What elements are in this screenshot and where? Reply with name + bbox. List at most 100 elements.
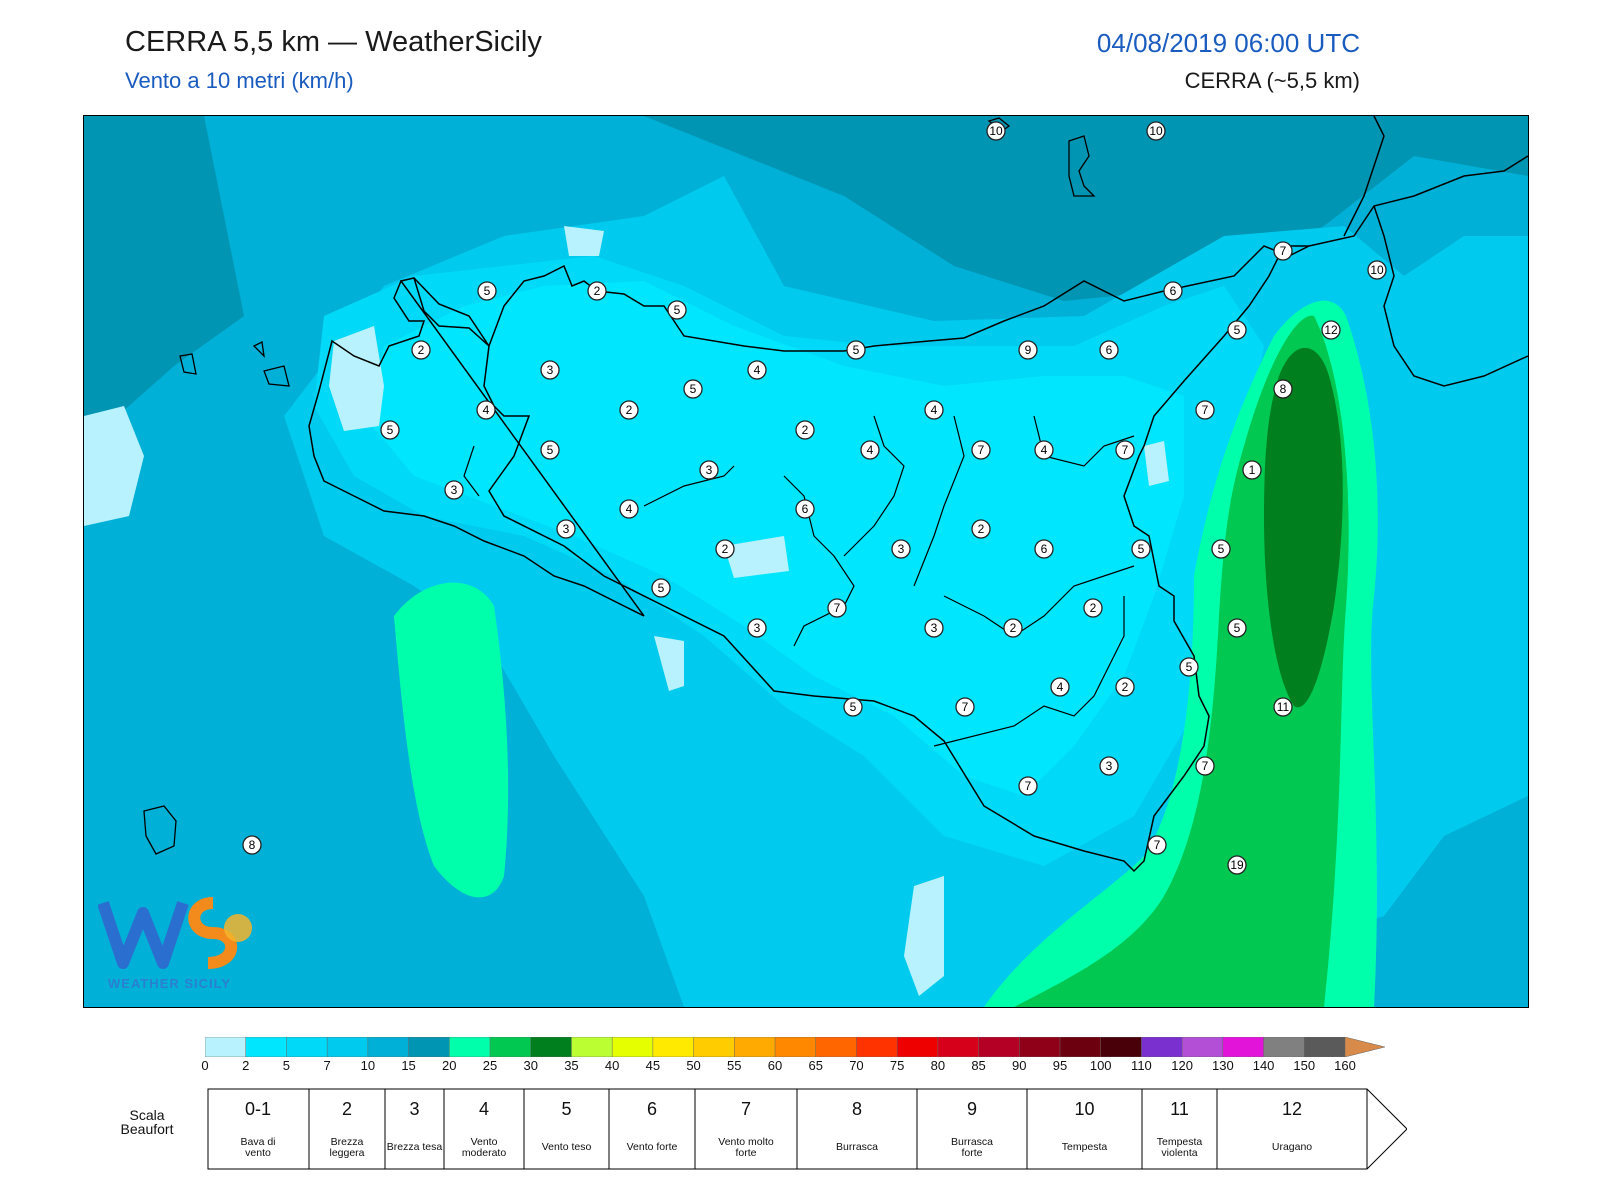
station-value: 8 [1280, 382, 1287, 396]
station-marker: 9 [1018, 340, 1038, 360]
station-value: 2 [722, 542, 729, 556]
station-marker: 7 [1018, 776, 1038, 796]
scale-swatch [1019, 1037, 1061, 1057]
scale-ticks: 0 2 5 7 10 15 20 25 30 35 40 45 50 55 60 65 70 75 80 85 90 95… [201, 1058, 1355, 1076]
station-value: 8 [249, 838, 256, 852]
station-value: 5 [853, 343, 860, 357]
scale-tick: 45 [645, 1058, 661, 1073]
scale-swatch [815, 1037, 858, 1057]
station-value: 4 [483, 403, 490, 417]
scale-tick: 55 [727, 1058, 742, 1073]
beaufort-description: Tempesta [1062, 1141, 1108, 1153]
station-marker: 3 [891, 539, 911, 559]
station-value: 6 [1041, 542, 1048, 556]
station-value: 3 [754, 621, 761, 635]
scale-swatch [1181, 1037, 1224, 1057]
wind-color-scale [205, 1037, 1385, 1057]
station-value: 7 [978, 443, 985, 457]
station-marker: 11 [1273, 697, 1293, 717]
scale-tick: 60 [767, 1058, 783, 1073]
station-value: 3 [547, 363, 554, 377]
scale-tick: 35 [564, 1058, 579, 1073]
station-marker: 4 [476, 400, 496, 420]
scale-tick: 7 [323, 1058, 331, 1073]
scale-swatch [1222, 1037, 1265, 1057]
beaufort-number: 9 [967, 1099, 977, 1119]
station-value: 7 [1154, 838, 1161, 852]
calm-patch [84, 406, 144, 526]
beaufort-description: Vento teso [542, 1141, 592, 1153]
station-value: 11 [1277, 700, 1290, 714]
station-marker: 5 [540, 440, 560, 460]
map-title: CERRA 5,5 km — WeatherSicily [125, 26, 542, 58]
station-value: 3 [706, 463, 713, 477]
station-value: 6 [802, 502, 809, 516]
station-value: 2 [1010, 621, 1017, 635]
station-value: 7 [1280, 244, 1287, 258]
station-marker: 7 [827, 598, 847, 618]
station-marker: 3 [699, 460, 719, 480]
scale-swatch [286, 1037, 328, 1057]
station-value: 7 [1202, 759, 1209, 773]
station-value: 7 [1025, 779, 1032, 793]
beaufort-description: Brezza tesa [387, 1141, 443, 1153]
station-marker: 2 [1003, 618, 1023, 638]
beaufort-description: Burrasca [836, 1141, 878, 1153]
scale-swatch [1141, 1037, 1183, 1057]
station-value: 10 [989, 124, 1003, 138]
scale-tick: 150 [1293, 1058, 1316, 1073]
calm-patch [724, 536, 789, 578]
scale-tick: 95 [1052, 1058, 1068, 1073]
station-marker: 7 [1147, 835, 1167, 855]
station-value: 4 [754, 363, 761, 377]
station-value: 5 [484, 284, 491, 298]
scale-swatch [408, 1037, 451, 1057]
scale-tick: 40 [604, 1058, 620, 1073]
station-value: 5 [387, 423, 394, 437]
beaufort-number: 11 [1170, 1099, 1189, 1119]
scale-tick: 120 [1171, 1058, 1193, 1073]
scale-swatch [530, 1037, 573, 1057]
station-marker: 19 [1227, 855, 1247, 875]
scale-tick: 15 [401, 1058, 416, 1073]
station-marker: 6 [1099, 340, 1119, 360]
beaufort-number: 4 [479, 1099, 489, 1119]
wind-stations: 10 10 7 10 5 2 5 6 5 12 2 5 9 6 3 4 8 5 4 2 4 7 5 2 5 4 7 4 7 3 1 3 4 6 3 2… [242, 121, 1387, 875]
beaufort-description: Vento forte [627, 1141, 678, 1153]
scale-tick: 160 [1334, 1058, 1356, 1073]
calm-patch [329, 326, 384, 431]
station-value: 5 [1186, 660, 1193, 674]
scale-swatch [205, 1037, 247, 1057]
station-value: 4 [1057, 680, 1064, 694]
station-marker: 7 [955, 697, 975, 717]
station-marker: 5 [651, 578, 671, 598]
station-marker: 2 [411, 340, 431, 360]
station-marker: 3 [444, 480, 464, 500]
scale-swatch [896, 1037, 939, 1057]
station-marker: 8 [1273, 379, 1293, 399]
scale-swatch [489, 1037, 532, 1057]
station-marker: 5 [1211, 539, 1231, 559]
station-marker: 2 [795, 420, 815, 440]
scale-swatch [937, 1037, 980, 1057]
scale-swatch [571, 1037, 613, 1057]
station-marker: 2 [619, 400, 639, 420]
station-value: 5 [1234, 323, 1241, 337]
scale-tick: 10 [360, 1058, 376, 1073]
scale-swatch [652, 1037, 695, 1057]
station-marker: 7 [1195, 756, 1215, 776]
station-marker: 10 [986, 121, 1006, 141]
station-value: 5 [1138, 542, 1145, 556]
scale-swatch [1304, 1037, 1346, 1057]
beaufort-description: Tempesta violenta [1157, 1136, 1203, 1159]
beaufort-label: Scala Beaufort [120, 1107, 174, 1137]
scale-tick: 75 [889, 1058, 905, 1073]
station-value: 3 [451, 483, 458, 497]
station-marker: 12 [1321, 320, 1341, 340]
station-marker: 7 [1273, 241, 1293, 261]
sicily-coastline [308, 245, 1310, 873]
station-value: 5 [1218, 542, 1225, 556]
station-marker: 4 [924, 400, 944, 420]
station-value: 7 [962, 700, 969, 714]
station-marker: 3 [924, 618, 944, 638]
